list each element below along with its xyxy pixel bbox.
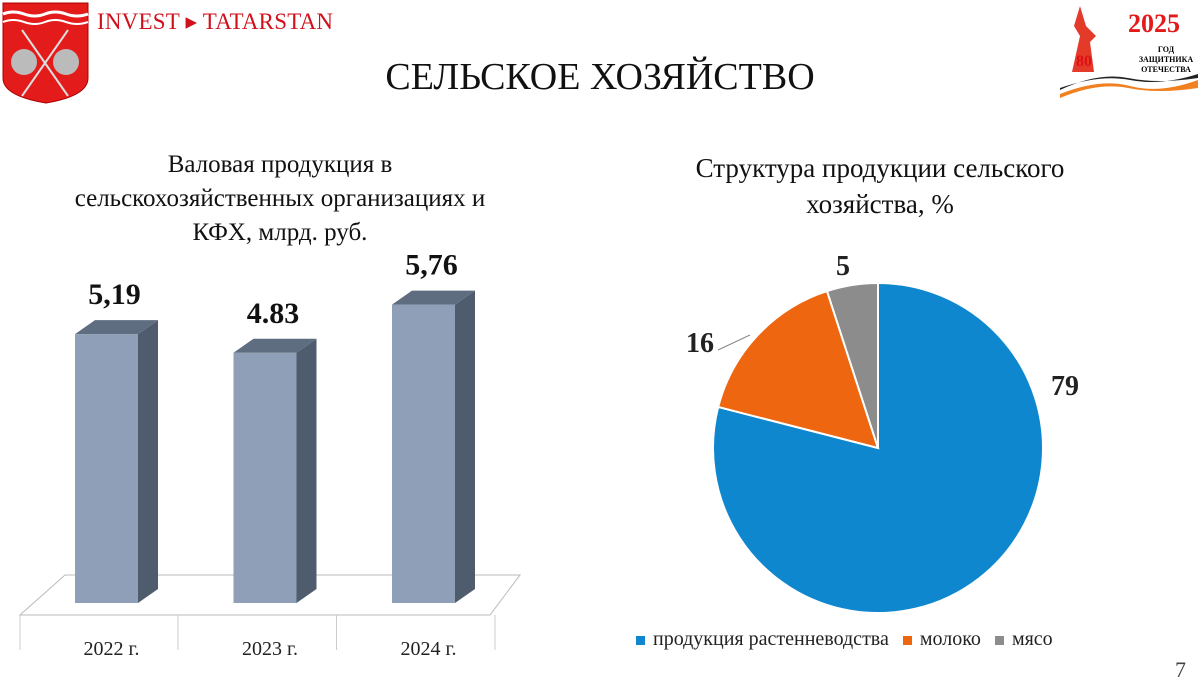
bar-side: [455, 290, 475, 603]
legend-swatch: [636, 635, 645, 645]
bar-title-line: Валовая продукция в: [167, 151, 393, 178]
bar-top: [233, 338, 317, 353]
pie-title-line: Структура продукции сельского: [695, 153, 1065, 183]
bar-value-label: 5,19: [88, 278, 141, 311]
pie-chart: 79 16 5: [686, 251, 1079, 614]
x-tick-label: 2024 г.: [401, 638, 457, 660]
pie-data-label: 79: [1051, 371, 1079, 402]
bar-title-line: КФХ, млрд. руб.: [192, 219, 368, 246]
coat-of-arms-logo: [2, 2, 89, 104]
bar-chart-title: Валовая продукция в сельскохозяйственных…: [20, 148, 540, 250]
legend-label: мясо: [1011, 628, 1053, 650]
pie-slice: [716, 289, 880, 450]
bar-side: [138, 320, 158, 603]
pie-slice: [825, 281, 879, 449]
bar-front: [392, 304, 455, 603]
bar-value-label: 5,76: [405, 249, 458, 282]
bar-value-label: 4.83: [247, 297, 300, 330]
badge-line-2: ЗАЩИТНИКА: [1139, 55, 1194, 64]
bar-front: [233, 352, 297, 603]
pie-data-label: 16: [686, 328, 714, 359]
legend-label: молоко: [919, 628, 981, 650]
badge-year: 2025: [1128, 9, 1180, 38]
logo-80: 80: [1076, 53, 1092, 70]
pie-chart-title: Структура продукции сельского хозяйства,…: [640, 150, 1120, 222]
bar-chart: 5,19 2022 г. 4.83 2023 г. 5,76 2024 г.: [18, 249, 521, 660]
leader-line: [717, 334, 751, 351]
bar-title-line: сельскохозяйственных организациях и: [74, 185, 486, 212]
pie-legend: продукция растенневодства молоко мясо: [636, 628, 1053, 651]
bar-top: [75, 320, 158, 335]
slide-title: СЕЛЬСКОЕ ХОЗЯЙСТВО: [385, 56, 815, 98]
pie-title-line: хозяйства, %: [806, 189, 954, 219]
badge-line-3: ОТЕЧЕСТВА: [1141, 65, 1191, 74]
x-tick-label: 2022 г.: [84, 638, 140, 660]
bar-top: [392, 290, 475, 305]
pie-slice: [712, 281, 1044, 614]
victory-2025-logo: 80 2025 ГОД ЗАЩИТНИКА ОТЕЧЕСТВА: [1060, 6, 1198, 98]
bar-front: [75, 334, 138, 603]
legend-swatch: [902, 635, 912, 645]
pie-data-label: 5: [836, 251, 850, 282]
bar-side: [296, 338, 317, 603]
x-tick-label: 2023 г.: [242, 638, 298, 660]
badge-line-1: ГОД: [1158, 45, 1175, 54]
brand-text: INVEST ▸ TATARSTAN: [97, 9, 334, 34]
legend-item-milk: молоко: [902, 628, 981, 651]
legend-item-crops: продукция растенневодства: [636, 628, 889, 651]
page-number: 7: [1175, 657, 1186, 682]
legend-label: продукция растенневодства: [653, 628, 889, 650]
legend-swatch: [994, 635, 1004, 645]
legend-item-meat: мясо: [994, 628, 1053, 651]
